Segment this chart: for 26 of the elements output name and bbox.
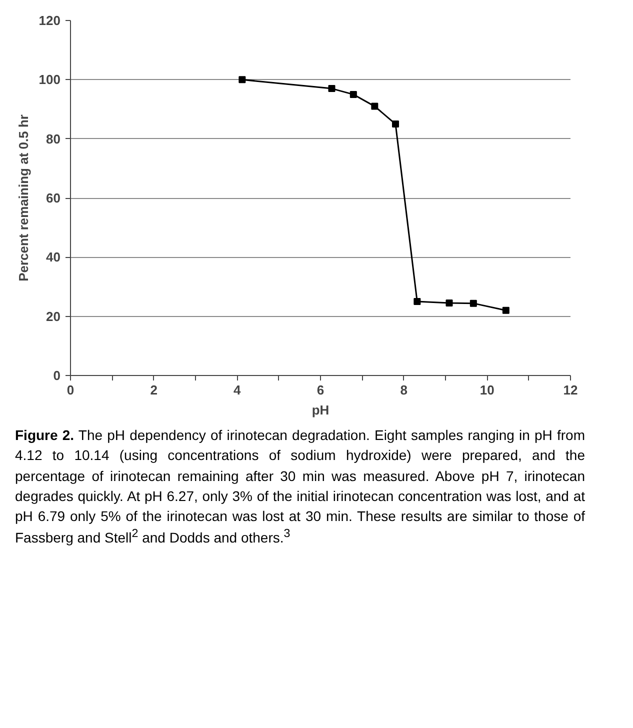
x-tick-label: 8 [400,382,408,398]
x-tick-label: 12 [563,382,578,398]
y-axis-title: Percent remaining at 0.5 hr [16,114,31,282]
y-tick-label: 20 [46,308,61,324]
y-tick-label: 120 [38,13,61,28]
point [446,300,453,307]
x-tick-label: 4 [234,382,242,398]
point [502,306,510,314]
y-tick-label: 80 [46,131,61,146]
text: Figure 2. The pH dependency of irinotecan degradation. Eight samples ranging in pH from 4.12 to 10.14 (using concentrations of sodium hydroxide) were prepared, and the percentage of irinotecan remaining after 30 min was measured. Above pH 7, irinotecan degrades quickly. At pH 6.27, only 3% of the initial irinotecan concentration was lost, and at pH 6.79 only 5% of the irinotecan was lost at 30 min. These results are similar to those of Fassberg and Stell$^{2}$ and Dodds and others.$^{3}$ [15,427,585,546]
point [371,102,378,110]
point [470,300,477,307]
x-tick-label: 6 [316,382,324,398]
x-axis-title: pH [312,402,330,418]
y-tick-label: 100 [38,72,61,88]
point [392,120,399,128]
x-tick-label: 0 [66,382,74,398]
point [238,76,246,84]
y-tick-label: 60 [46,190,61,206]
x-tick-label: 10 [480,382,494,398]
x-tick-label: 2 [150,382,158,398]
y-tick-label: 0 [53,368,61,383]
y-tick-label: 40 [46,250,61,265]
point [328,85,336,92]
point [350,90,357,98]
point [414,298,421,306]
